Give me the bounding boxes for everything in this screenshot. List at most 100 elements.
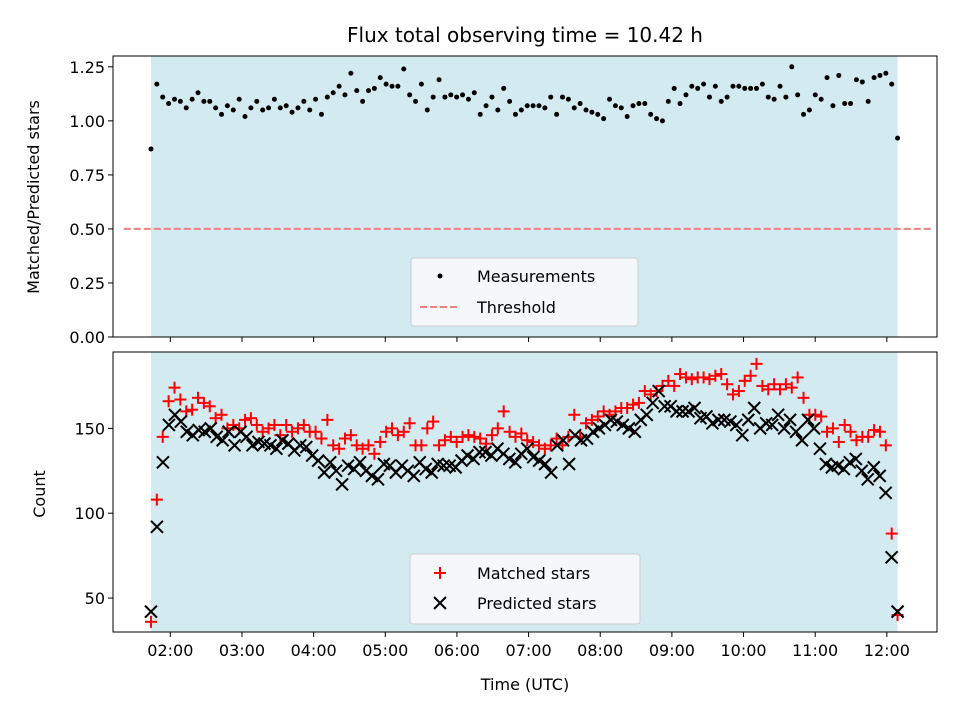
x-tick-label: 09:00 [649, 641, 695, 660]
matched-point [333, 442, 346, 455]
legend-matched-marker [434, 567, 446, 579]
matched-point [403, 417, 416, 430]
measurement-point [801, 111, 807, 117]
measurement-point [336, 83, 342, 89]
matched-point [838, 418, 851, 431]
matched-point [662, 374, 675, 387]
measurement-point [871, 75, 877, 81]
bottom-series-matched-stars [144, 357, 904, 628]
matched-point [468, 430, 481, 443]
predicted-point [813, 442, 827, 456]
measurement-point [789, 64, 795, 70]
measurement-point [342, 92, 348, 98]
matched-point [497, 405, 510, 418]
matched-point [715, 368, 728, 381]
measurement-point [742, 85, 748, 91]
predicted-point [269, 442, 284, 456]
top-y-tick-label: 1.00 [69, 112, 105, 131]
measurement-point [806, 107, 812, 113]
predicted-point [861, 472, 875, 486]
matched-point [768, 378, 781, 391]
predicted-point [144, 604, 158, 619]
measurement-point [254, 98, 260, 104]
matched-point [162, 395, 175, 408]
measurement-point [853, 77, 859, 83]
measurement-point [407, 92, 413, 98]
matched-point [474, 432, 487, 445]
measurement-point [748, 85, 754, 91]
matched-point [515, 427, 528, 440]
top-y-tick-label: 1.25 [69, 58, 105, 77]
measurement-point [736, 83, 742, 89]
matched-point [456, 430, 469, 443]
measurement-point [477, 111, 483, 117]
measurement-point [689, 83, 695, 89]
predicted-point [407, 469, 421, 483]
bottom-y-axis-label: Count [30, 470, 49, 518]
measurement-point [248, 105, 254, 111]
top-y-tick-label: 0.25 [69, 274, 105, 293]
measurement-point [571, 105, 577, 111]
matched-point [491, 422, 504, 435]
measurement-point [371, 85, 377, 91]
measurement-point [436, 77, 442, 83]
measurement-point [271, 96, 277, 102]
measurement-point [242, 114, 248, 120]
matched-point [203, 400, 216, 413]
legend-threshold-label: Threshold [476, 298, 556, 317]
matched-point [444, 430, 457, 443]
x-axis-label: Time (UTC) [480, 675, 569, 694]
measurement-point [213, 105, 219, 111]
top-y-axis-label: Matched/Predicted stars [24, 100, 43, 294]
measurement-point [301, 98, 307, 104]
x-tick-label: 11:00 [792, 641, 838, 660]
measurement-point [671, 85, 677, 91]
measurement-point [730, 83, 736, 89]
measurement-point [601, 116, 607, 122]
predicted-point [472, 445, 487, 459]
matched-point [244, 412, 257, 425]
matched-point [785, 381, 798, 394]
matched-point [568, 408, 581, 421]
measurement-point [859, 79, 865, 85]
matched-point [239, 413, 252, 426]
matched-point [762, 383, 775, 396]
measurement-point [665, 98, 671, 104]
measurement-point [154, 81, 160, 87]
bottom-axes-frame [112, 351, 938, 633]
predicted-point [771, 408, 785, 422]
top-legend-box [410, 257, 639, 327]
matched-point [873, 425, 886, 438]
measurement-point [283, 103, 289, 109]
legend-measurements-marker [437, 273, 443, 279]
measurement-point [577, 101, 583, 107]
measurement-point [430, 94, 436, 100]
measurement-point [706, 94, 712, 100]
measurement-point [148, 146, 154, 152]
predicted-point [855, 464, 869, 478]
predicted-point [687, 401, 702, 415]
measurement-point [330, 90, 336, 96]
predicted-point [203, 421, 218, 436]
measurement-point [207, 98, 213, 104]
matched-point [386, 422, 399, 435]
measurement-point [659, 118, 665, 124]
measurement-point [554, 111, 560, 117]
measurement-point [695, 85, 701, 91]
predicted-point [221, 425, 236, 439]
measurement-point [483, 103, 489, 109]
matched-point [321, 413, 334, 426]
measurement-point [542, 105, 548, 111]
measurement-point [383, 81, 389, 87]
measurement-point [812, 92, 818, 98]
legend-predicted-marker [433, 596, 447, 610]
measurement-point [365, 88, 371, 94]
predicted-point [371, 472, 385, 486]
matched-point [480, 437, 493, 450]
predicted-point [729, 418, 744, 432]
matched-point [697, 371, 710, 384]
measurement-point [701, 81, 707, 87]
x-tick-label: 04:00 [291, 641, 337, 660]
measurement-point [189, 96, 195, 102]
measurement-point [177, 98, 183, 104]
